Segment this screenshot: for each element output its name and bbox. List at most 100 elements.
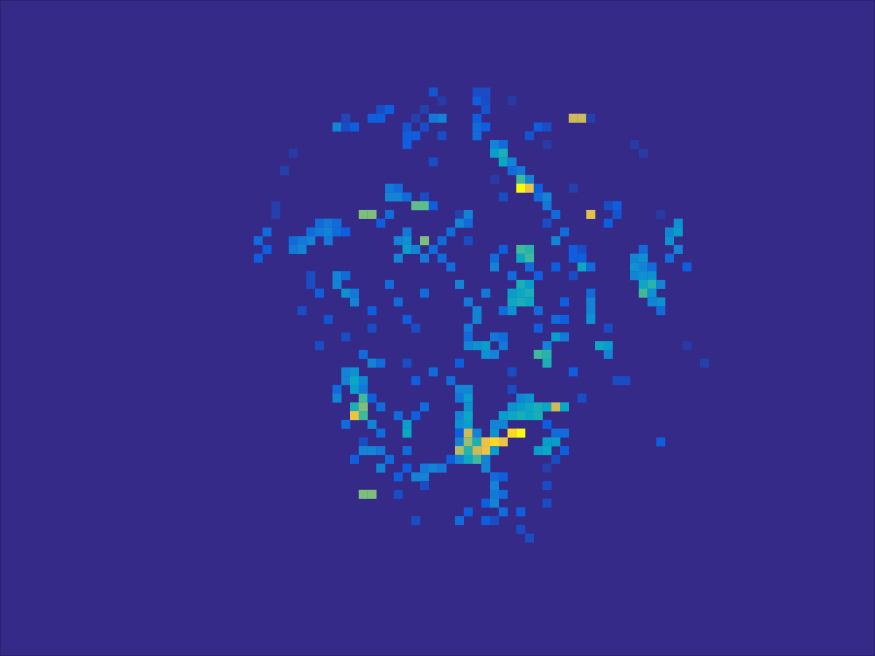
heatmap-cell <box>543 420 552 429</box>
heatmap-cell <box>473 429 482 438</box>
heatmap-cell <box>394 411 403 420</box>
heatmap-cell <box>359 411 368 420</box>
heatmap-cell <box>560 429 569 438</box>
heatmap-cell <box>639 271 648 280</box>
heatmap-cell <box>490 490 499 499</box>
heatmap-cell <box>674 219 683 228</box>
heatmap-cell <box>359 402 368 411</box>
heatmap-cell <box>385 184 394 193</box>
heatmap-cell <box>508 166 517 175</box>
heatmap-cell <box>516 429 525 438</box>
heatmap-cell <box>473 87 482 96</box>
heatmap-cell <box>403 122 412 131</box>
heatmap-cell <box>543 192 552 201</box>
heatmap-cell <box>420 402 429 411</box>
heatmap-cell <box>516 507 525 516</box>
heatmap-cell <box>376 219 385 228</box>
heatmap-cell <box>315 219 324 228</box>
heatmap-cell <box>481 122 490 131</box>
heatmap-cell <box>586 289 595 298</box>
heatmap-cell <box>446 262 455 271</box>
heatmap-cell <box>604 350 613 359</box>
heatmap-cell <box>455 516 464 525</box>
heatmap-cell <box>525 254 534 263</box>
heatmap-cell <box>429 114 438 123</box>
heatmap-cell <box>508 385 517 394</box>
heatmap-cell <box>665 227 674 236</box>
heatmap-cell <box>490 446 499 455</box>
heatmap-cell <box>490 429 499 438</box>
heatmap-figure <box>0 0 875 656</box>
heatmap-cell <box>665 236 674 245</box>
heatmap-cell <box>525 411 534 420</box>
heatmap-cell <box>516 402 525 411</box>
heatmap-cell <box>394 236 403 245</box>
heatmap-cell <box>534 324 543 333</box>
heatmap-cell <box>473 341 482 350</box>
heatmap-cell <box>464 324 473 333</box>
heatmap-cell <box>359 394 368 403</box>
heatmap-cell <box>490 350 499 359</box>
heatmap-cell <box>586 315 595 324</box>
heatmap-cell <box>368 420 377 429</box>
heatmap-cell <box>289 149 298 158</box>
heatmap-cell <box>543 437 552 446</box>
heatmap-cell <box>411 411 420 420</box>
heatmap-cell <box>446 227 455 236</box>
heatmap-cell <box>569 271 578 280</box>
heatmap-cell <box>403 446 412 455</box>
heatmap-cell <box>516 525 525 534</box>
heatmap-cell <box>499 411 508 420</box>
heatmap-cell <box>525 175 534 184</box>
heatmap-cell <box>315 341 324 350</box>
heatmap-cell <box>499 437 508 446</box>
heatmap-cell <box>508 289 517 298</box>
heatmap-cell <box>508 96 517 105</box>
heatmap-cell <box>464 455 473 464</box>
heatmap-cell <box>350 367 359 376</box>
heatmap-cell <box>516 166 525 175</box>
heatmap-cell <box>586 306 595 315</box>
heatmap-cell <box>473 122 482 131</box>
heatmap-cell <box>411 201 420 210</box>
heatmap-cell <box>464 297 473 306</box>
heatmap-cell <box>341 289 350 298</box>
heatmap-cell <box>508 411 517 420</box>
heatmap-cell <box>586 262 595 271</box>
heatmap-cell <box>525 245 534 254</box>
heatmap-background <box>0 0 875 656</box>
heatmap-cell <box>508 157 517 166</box>
heatmap-cell <box>543 219 552 228</box>
heatmap-cell <box>543 464 552 473</box>
heatmap-cell <box>543 140 552 149</box>
heatmap-cell <box>569 245 578 254</box>
heatmap-cell <box>630 140 639 149</box>
heatmap-cell <box>534 271 543 280</box>
heatmap-cell <box>411 324 420 333</box>
heatmap-cell <box>464 219 473 228</box>
heatmap-cell <box>455 446 464 455</box>
heatmap-cell <box>254 254 263 263</box>
heatmap-cell <box>455 359 464 368</box>
heatmap-cell <box>543 499 552 508</box>
heatmap-cell <box>263 227 272 236</box>
heatmap-cell <box>543 350 552 359</box>
heatmap-cell <box>473 131 482 140</box>
heatmap-cell <box>455 420 464 429</box>
heatmap-cell <box>464 446 473 455</box>
heatmap-cell <box>543 446 552 455</box>
heatmap-cell <box>499 157 508 166</box>
heatmap-cell <box>473 455 482 464</box>
heatmap-cell <box>464 437 473 446</box>
heatmap-cell <box>324 236 333 245</box>
heatmap-cell <box>341 227 350 236</box>
heatmap-cell <box>516 280 525 289</box>
heatmap-cell <box>385 192 394 201</box>
heatmap-cell <box>525 402 534 411</box>
heatmap-cell <box>639 289 648 298</box>
heatmap-cell <box>508 429 517 438</box>
heatmap-cell <box>578 394 587 403</box>
heatmap-cell <box>429 157 438 166</box>
heatmap-cell <box>385 105 394 114</box>
heatmap-cell <box>490 149 499 158</box>
